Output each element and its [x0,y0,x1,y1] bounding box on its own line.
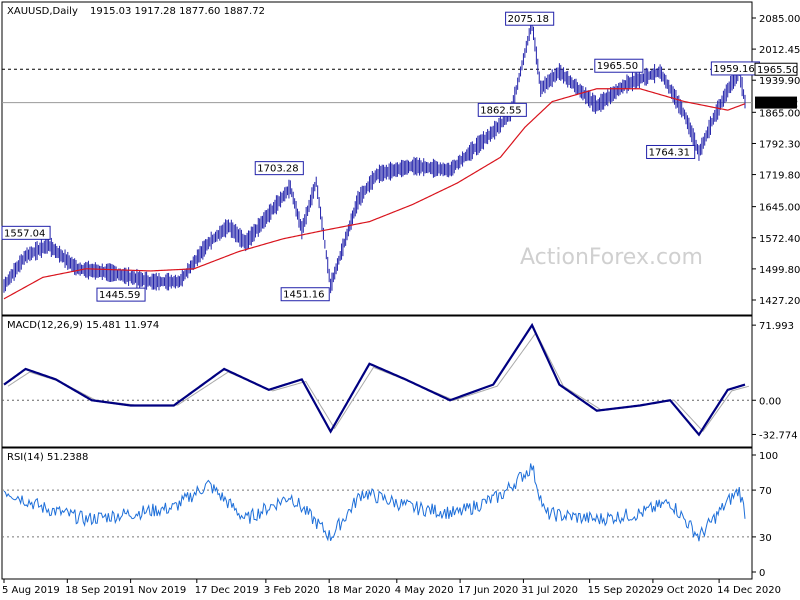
x-tick-label: 14 Dec 2020 [717,585,781,596]
annotation-layer: 1557.04 1445.59 1703.28 1451.16 1862.55 2075.… [1,11,760,302]
rsi-panel [1,447,753,580]
macd-y-tick-label: -32.774 [759,430,798,441]
price-annotation-box [505,11,555,26]
price-annotation-label: 1959.16 [713,64,754,75]
macd-panel [1,315,753,448]
price-annotation-box [477,102,527,117]
moving-average-line [3,88,746,300]
price-y-tick-label: 1499.80 [759,265,800,276]
level-price-box [754,62,798,76]
x-tick-label: 31 Jul 2020 [521,585,578,596]
price-annotation-label: 1862.55 [480,105,521,116]
watermark: ActionForex.com [520,245,703,270]
x-tick-label: 15 Sep 2020 [588,585,651,596]
price-y-tick-label: 2085.00 [759,14,800,25]
price-annotation-label: 2075.18 [508,14,549,25]
price-annotation-box [646,144,696,159]
price-y-tick-label: 1792.30 [759,139,800,150]
x-tick-label: 18 Sep 2019 [65,585,128,596]
x-tick-label: 5 Aug 2019 [2,585,60,596]
current-price-label: 1887.72 [757,99,798,110]
x-tick-label: 3 Feb 2020 [264,585,320,596]
price-y-tick-label: 1427.20 [759,296,800,307]
rsi-y-tick-label: 100 [759,451,778,462]
price-y-tick-label: 1939.90 [759,76,800,87]
macd-y-tick-label: 71.993 [759,321,794,332]
x-tick-label: 17 Jun 2020 [458,585,518,596]
level-price-label: 1965.50 [757,65,798,76]
grid-lines [2,68,752,538]
x-tick-label: 17 Dec 2019 [195,585,259,596]
price-annotation-box [594,58,644,73]
x-tick-label: 18 Mar 2020 [327,585,390,596]
price-annotation-box [254,161,304,176]
axis-labels: 2085.00 2012.45 1939.90 1865.00 1792.30 1719.… [2,14,800,596]
price-y-tick-label: 2012.45 [759,45,800,56]
macd-line [3,322,746,437]
price-annotation-label: 1557.04 [4,228,45,239]
series-layer [3,13,750,542]
price-annotation-label: 1965.50 [597,61,638,72]
price-annotation-label: 1445.59 [99,290,140,301]
rsi-line [3,463,746,542]
x-tick-label: 1 Nov 2019 [129,585,187,596]
price-annotation-box [280,287,330,302]
price-y-tick-label: 1645.00 [759,203,800,214]
macd-signal-line [7,331,750,433]
rsi-y-tick-label: 30 [759,533,772,544]
rsi-panel-title: RSI(14) 51.2388 [7,452,88,463]
price-y-tick-label: 1865.00 [759,108,800,119]
rsi-y-tick-label: 70 [759,486,772,497]
price-annotation-label: 1451.16 [283,290,324,301]
price-panel-title: XAUUSD,Daily [7,6,78,17]
price-panel-ohlc: 1915.03 1917.28 1877.60 1887.72 [90,6,265,17]
current-price-box [755,96,797,109]
price-panel [1,1,753,316]
x-tick-label: 4 May 2020 [395,585,454,596]
price-annotation-label: 1764.31 [649,147,690,158]
macd-panel-title: MACD(12,26,9) 15.481 11.974 [7,320,159,331]
x-tick-label: 29 Oct 2020 [651,585,713,596]
macd-y-tick-label: 0.00 [759,396,781,407]
price-annotation-label: 1703.28 [257,164,298,175]
price-annotation-box [96,287,146,302]
price-y-tick-label: 1719.80 [759,171,800,182]
price-annotation-box [1,225,51,240]
rsi-y-tick-label: 0 [759,568,765,579]
price-y-tick-label: 1572.40 [759,234,800,245]
